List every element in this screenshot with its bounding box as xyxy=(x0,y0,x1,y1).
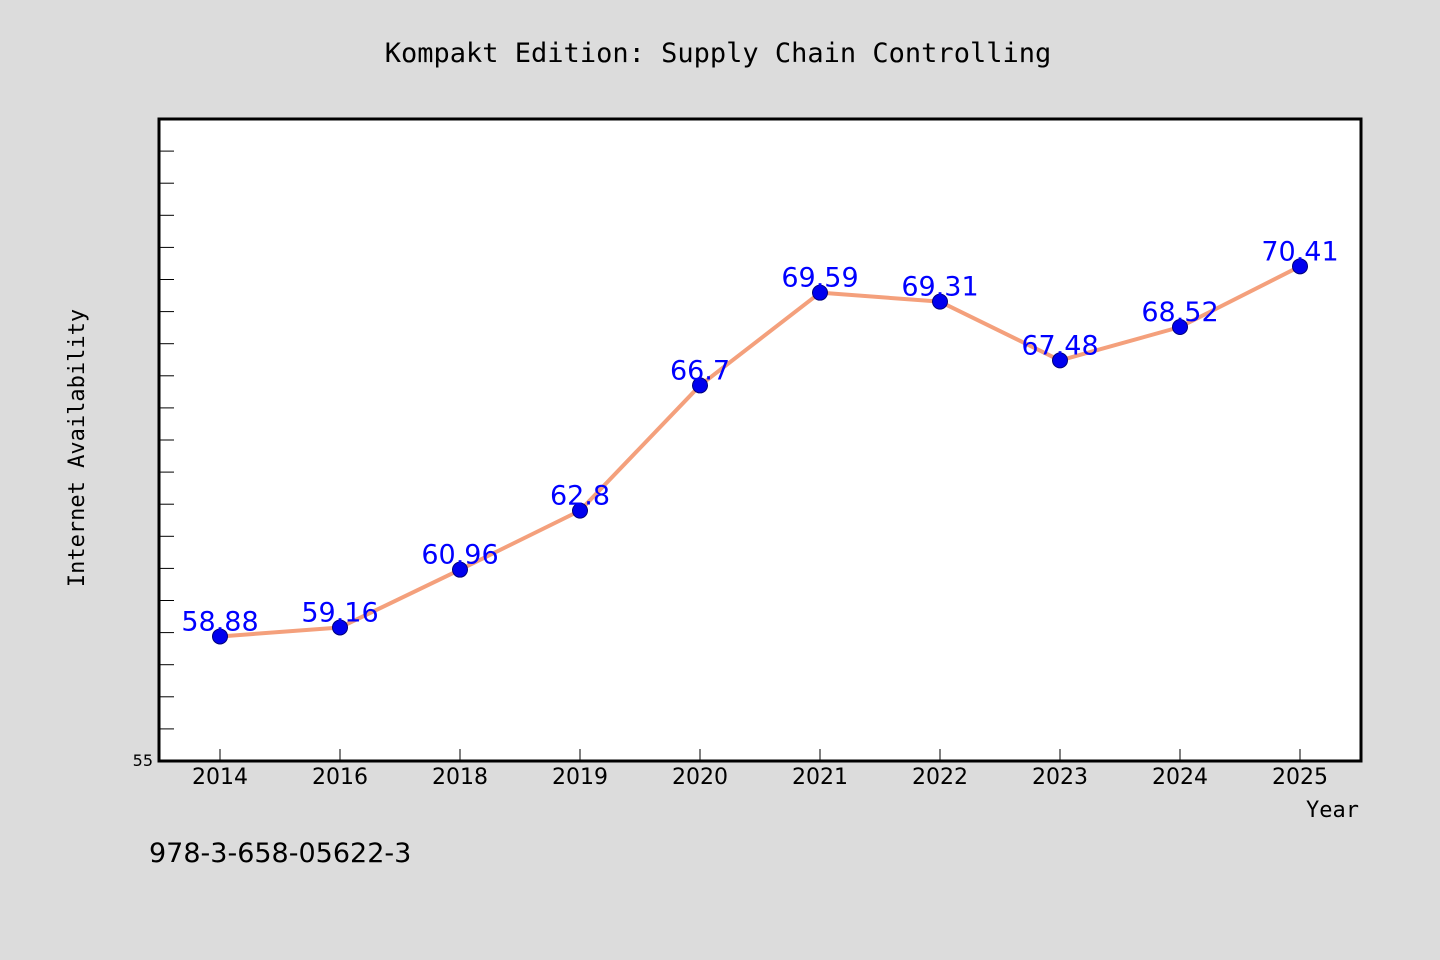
data-label: 66.7 xyxy=(670,355,730,386)
data-label: 67.48 xyxy=(1021,330,1098,361)
x-axis-ticks: 2014 2016 2018 2019 2020 2021 2022 2023 2024 2025 xyxy=(192,749,1328,790)
isbn-footer: 978-3-658-05622-3 xyxy=(149,838,411,869)
x-tick-label: 2014 xyxy=(192,765,248,790)
x-axis-label: Year xyxy=(1306,798,1359,823)
data-point xyxy=(1172,319,1188,336)
y-axis-label: Internet Availability xyxy=(65,309,90,587)
plot-area xyxy=(157,117,1363,763)
x-tick-label: 2019 xyxy=(552,765,608,790)
series-line xyxy=(219,264,1301,639)
chart-title: Kompakt Edition: Supply Chain Controllin… xyxy=(385,38,1051,69)
x-tick-label: 2018 xyxy=(432,765,488,790)
series-layer xyxy=(212,258,1308,645)
data-label: 69.59 xyxy=(781,263,858,294)
y-axis-ticks: 55 xyxy=(133,118,174,770)
x-tick-label: 2023 xyxy=(1032,765,1088,790)
data-label: 59.16 xyxy=(301,597,378,628)
x-tick-label: 2022 xyxy=(912,765,968,790)
data-labels: 58.88 59.16 60.96 62.8 66.7 69.59 69.31 67.48 68… xyxy=(181,236,1338,637)
data-label: 62.8 xyxy=(550,481,610,512)
data-point xyxy=(1052,352,1068,369)
x-tick-label: 2024 xyxy=(1152,765,1208,790)
x-tick-label: 2021 xyxy=(792,765,848,790)
data-label: 68.52 xyxy=(1141,297,1218,328)
data-label: 70.41 xyxy=(1261,236,1338,267)
data-label: 69.31 xyxy=(901,272,978,303)
data-point xyxy=(812,284,828,301)
data-label: 58.88 xyxy=(181,606,258,637)
data-point xyxy=(212,628,228,645)
x-tick-label: 2016 xyxy=(312,765,368,790)
y-tick-label: 55 xyxy=(133,751,153,770)
data-label: 60.96 xyxy=(421,540,498,571)
data-point xyxy=(452,561,468,578)
data-point xyxy=(1292,258,1308,275)
data-point xyxy=(572,502,588,519)
data-point xyxy=(332,619,348,636)
data-point xyxy=(932,293,948,310)
data-point xyxy=(692,377,708,394)
x-tick-label: 2020 xyxy=(672,765,728,790)
x-tick-label: 2025 xyxy=(1272,765,1328,790)
